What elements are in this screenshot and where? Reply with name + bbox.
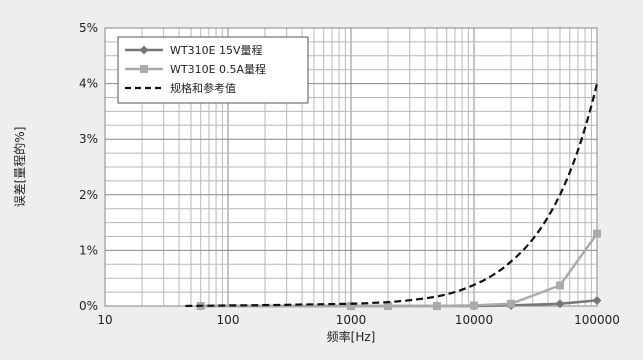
legend-item: 规格和参考值 — [125, 81, 236, 95]
x-tick-label: 100000 — [574, 313, 620, 327]
x-tick-label: 100 — [217, 313, 240, 327]
legend-label: WT310E 0.5A量程 — [170, 63, 266, 76]
series-1-point — [470, 301, 478, 310]
series-1-point — [432, 302, 441, 310]
y-axis-label: 误差[量程的%] — [12, 127, 27, 208]
series-1-point — [555, 281, 564, 290]
series-0-point — [592, 295, 602, 305]
y-tick-label: 2% — [79, 188, 98, 202]
y-tick-label: 0% — [79, 299, 98, 313]
series-0-point — [139, 45, 149, 55]
series-0-point — [555, 299, 565, 309]
series-1-line — [200, 232, 599, 308]
legend-item: WT310E 0.5A量程 — [125, 63, 266, 76]
legend-item: WT310E 15V量程 — [125, 44, 263, 57]
series-1-point — [384, 302, 393, 310]
x-axis-ticks: 10 100 1000 10000 100000 — [97, 313, 620, 327]
y-tick-label: 3% — [79, 132, 98, 146]
series-layer — [185, 83, 602, 311]
x-axis-label: 频率[Hz] — [327, 329, 376, 344]
y-axis-ticks: 0% 1% 2% 3% 4% 5% — [79, 21, 98, 313]
series-1-point — [593, 229, 601, 238]
series-1-point — [140, 65, 148, 73]
y-tick-label: 4% — [79, 77, 98, 91]
y-tick-label: 1% — [79, 243, 98, 257]
y-tick-label: 5% — [79, 21, 98, 35]
x-tick-label: 10 — [97, 313, 112, 327]
series-1-point — [347, 302, 355, 310]
legend-label: 规格和参考值 — [170, 81, 236, 95]
legend-label: WT310E 15V量程 — [170, 44, 263, 57]
x-tick-label: 10000 — [455, 313, 493, 327]
x-tick-label: 1000 — [336, 313, 367, 327]
series-1-point — [507, 299, 516, 308]
